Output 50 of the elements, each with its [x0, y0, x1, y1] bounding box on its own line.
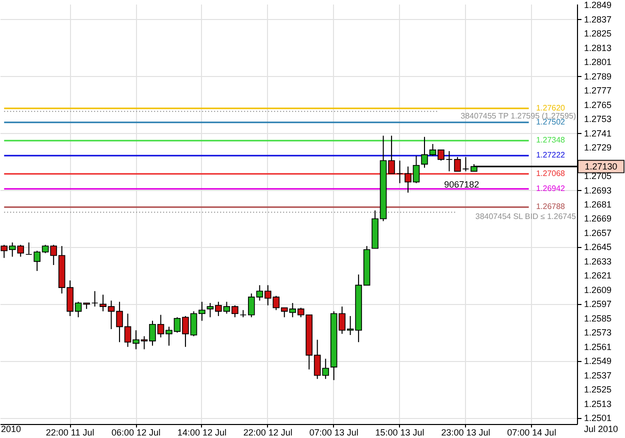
x-tick-label: 14:00 12 Jul: [177, 428, 226, 438]
x-tick-label: 23:00 13 Jul: [441, 428, 490, 438]
y-tick-label: 1.2645: [584, 242, 612, 252]
text: Jul 2010: [584, 424, 618, 434]
y-tick-label: 1.2777: [584, 86, 612, 96]
annotation: 9067182: [444, 179, 480, 190]
y-tick-label: 1.2537: [584, 370, 612, 380]
y-tick-label: 1.27130: [584, 162, 618, 172]
ref-line-label: 1.27068: [536, 168, 566, 178]
ref-line-label: 1.27620: [536, 103, 566, 112]
x-tick-label: 07:00 13 Jul: [309, 428, 358, 438]
x-tick-label: 15:00 13 Jul: [375, 428, 424, 438]
annotation: 2010: [1, 424, 22, 434]
y-tick-label: 1.2621: [584, 270, 612, 281]
y-tick-label: 1.2501: [584, 413, 612, 424]
y-tick-label: 1.2633: [584, 256, 612, 266]
y-tick-label: 1.2801: [584, 57, 612, 68]
ref-line-label: 1.26788: [536, 202, 566, 212]
y-tick-label: 1.2765: [584, 100, 612, 110]
y-tick-label: 1.2753: [584, 114, 612, 124]
x-tick-label: 22:00 12 Jul: [243, 428, 292, 438]
y-tick-label: 1.2849: [584, 0, 612, 10]
y-tick-label: 1.2789: [584, 71, 612, 82]
candlestick: [91, 290, 98, 308]
ref-line-label: 1.26942: [536, 184, 566, 193]
y-tick-label: 1.2813: [584, 42, 612, 53]
candlestick: [240, 310, 247, 318]
ref-line-label: 1.27348: [536, 136, 566, 145]
y-tick-label: 1.2561: [584, 342, 612, 352]
x-tick-label: 22:00 11 Jul: [46, 428, 94, 438]
y-tick-label: 1.2585: [584, 313, 612, 324]
y-tick-label: 1.2573: [584, 328, 612, 338]
y-tick-label: 1.2837: [584, 14, 612, 24]
y-tick-label: 1.2681: [584, 200, 612, 210]
y-tick-label: 1.2693: [584, 185, 612, 196]
y-tick-label: 1.2525: [584, 384, 612, 395]
ref-line-label: 1.27222: [536, 150, 566, 160]
y-tick-label: 1.2669: [584, 214, 612, 224]
y-tick-label: 1.2609: [584, 284, 612, 295]
y-tick-label: 1.2741: [584, 128, 612, 138]
ref-line-label: 38407454 SL BID ≤ 1.26745: [475, 212, 577, 222]
y-tick-label: 1.2825: [584, 28, 612, 39]
y-tick-label: 1.2705: [584, 171, 612, 182]
y-tick-label: 1.2729: [584, 142, 612, 153]
y-tick-label: 1.2597: [584, 299, 612, 310]
y-tick-label: 1.2657: [584, 228, 612, 238]
x-tick-label: 07:00 14 Jul: [507, 428, 556, 438]
y-tick-label: 1.2549: [584, 356, 612, 366]
x-tick-label: 06:00 12 Jul: [111, 428, 161, 438]
y-tick-label: 1.2513: [584, 398, 612, 409]
